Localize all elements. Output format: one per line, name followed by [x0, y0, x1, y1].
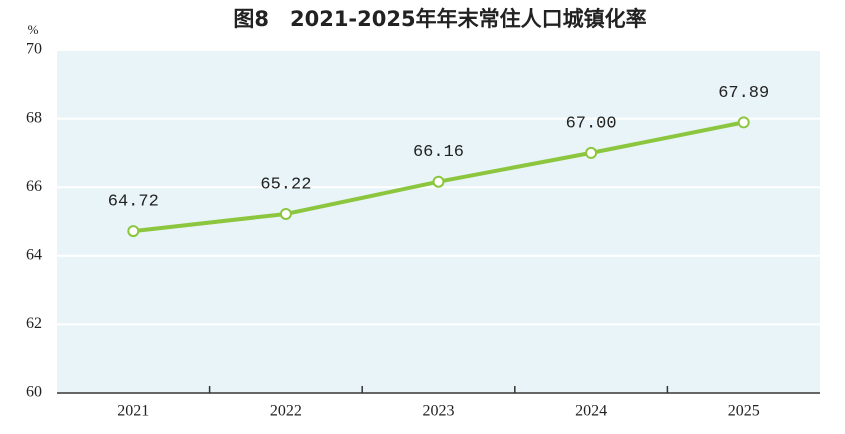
- value-label: 64.72: [108, 193, 159, 212]
- y-axis-unit: %: [28, 22, 39, 37]
- x-tick-label: 2021: [117, 403, 149, 420]
- value-label: 65.22: [260, 175, 311, 194]
- y-tick-label: 62: [26, 315, 42, 332]
- data-point: [737, 116, 750, 129]
- data-point: [585, 146, 598, 159]
- plot-area: [57, 50, 820, 393]
- value-label: 67.89: [718, 84, 769, 103]
- y-tick-label: 70: [26, 41, 42, 58]
- data-point: [127, 225, 140, 238]
- y-tick-label: 60: [26, 384, 42, 401]
- data-point: [432, 175, 445, 188]
- chart-title: 图8 2021-2025年年末常住人口城镇化率: [233, 7, 646, 31]
- value-label: 67.00: [566, 114, 617, 133]
- x-tick-label: 2024: [575, 403, 607, 420]
- x-tick-label: 2025: [728, 403, 760, 420]
- y-tick-label: 68: [26, 109, 42, 126]
- value-label: 66.16: [413, 143, 464, 162]
- x-tick-label: 2023: [423, 403, 455, 420]
- data-point: [279, 207, 292, 220]
- y-tick-label: 64: [26, 246, 42, 263]
- x-tick-label: 2022: [270, 403, 302, 420]
- y-tick-label: 66: [26, 178, 42, 195]
